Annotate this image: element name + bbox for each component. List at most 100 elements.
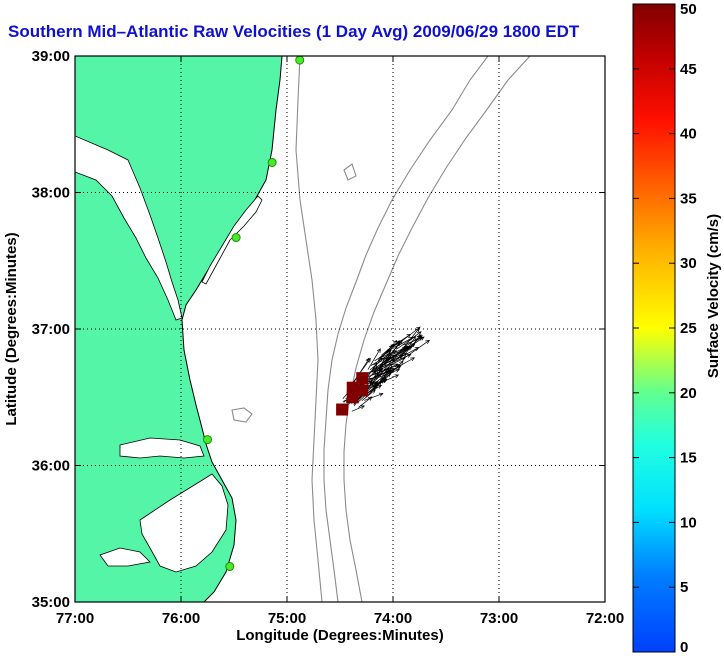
velocity-vector	[366, 367, 378, 376]
velocity-vector	[381, 346, 407, 367]
x-tick-label: 73:00	[480, 610, 518, 627]
velocity-vector	[364, 393, 383, 401]
x-tick-label: 74:00	[374, 610, 412, 627]
velocity-vector	[371, 373, 382, 385]
velocity-vector-head	[384, 369, 389, 375]
river-mouth	[99, 547, 151, 567]
velocity-vector-head	[384, 355, 389, 361]
velocity-vector-head	[367, 396, 373, 401]
colorbar-tick-label: 10	[680, 514, 697, 531]
velocity-vector-head	[418, 335, 423, 340]
velocity-vector-head	[377, 372, 382, 378]
velocity-vector	[366, 378, 387, 389]
colorbar-tick-label: 35	[680, 190, 697, 207]
radar-station-marker	[231, 233, 241, 243]
y-tick-label: 36:00	[32, 458, 70, 475]
velocity-vector	[402, 340, 430, 360]
velocity-vector-head	[373, 367, 378, 372]
velocity-vector	[361, 389, 376, 401]
y-axis-ticks: 39:00 38:00 37:00 36:00 35:00	[32, 48, 605, 611]
velocity-vector-head	[368, 377, 374, 382]
velocity-vector-head	[367, 380, 373, 385]
colorbar-tick-label: 20	[680, 385, 697, 402]
velocity-vector-head	[392, 339, 398, 345]
colorbar-label: Surface Velocity (cm/s)	[705, 214, 722, 378]
velocity-vector-head	[395, 368, 401, 373]
velocity-vector-head	[380, 379, 385, 384]
x-axis-label: Longitude (Degrees:Minutes)	[236, 627, 444, 644]
colorbar-tick-label: 40	[680, 126, 697, 143]
y-axis-label: Latitude (Degrees:Minutes)	[3, 232, 20, 425]
y-tick-label: 37:00	[32, 321, 70, 338]
velocity-vector-head	[366, 358, 371, 363]
albemarle-sound	[119, 437, 205, 459]
velocity-vector-head	[414, 347, 420, 351]
velocity-vector	[366, 369, 388, 378]
velocity-vector	[393, 347, 419, 362]
y-tick-label: 38:00	[32, 185, 70, 202]
velocity-vector	[400, 336, 425, 354]
velocity-vector-head	[390, 358, 396, 363]
y-tick-label: 35:00	[32, 594, 70, 611]
velocity-vector	[351, 405, 365, 412]
velocity-vector-head	[376, 348, 381, 353]
velocity-vector-head	[392, 350, 398, 355]
map-grid	[75, 56, 605, 602]
colorbar	[632, 3, 676, 653]
x-axis-ticks: 77:00 76:00 75:00 74:00 73:00 72:00	[56, 56, 624, 627]
bathymetry-contours	[231, 56, 531, 602]
velocity-vector-head	[417, 331, 422, 336]
velocity-vector	[379, 350, 397, 359]
velocity-vector-head	[415, 327, 420, 333]
velocity-vector	[371, 369, 400, 381]
velocity-vector-head	[382, 378, 388, 383]
colorbar-ticks: 0 5 10 15 20 25 30 35 40 45 50	[633, 1, 697, 656]
colorbar-tick-label: 5	[680, 579, 688, 596]
velocity-vector	[376, 354, 397, 380]
x-tick-label: 75:00	[268, 610, 306, 627]
velocity-vector-head	[382, 364, 388, 369]
radar-station-marker	[267, 157, 277, 167]
pamlico-sound	[139, 473, 229, 573]
velocity-vectors	[342, 326, 430, 412]
velocity-vector	[367, 348, 381, 370]
velocity-vector-head	[387, 366, 392, 372]
velocity-cell	[356, 384, 369, 397]
velocity-vector	[397, 336, 414, 347]
radar-station-marker	[203, 435, 212, 445]
y-tick-label: 39:00	[32, 48, 70, 65]
velocity-vector-head	[411, 335, 416, 341]
x-tick-label: 77:00	[56, 610, 94, 627]
colorbar-tick-label: 50	[680, 1, 697, 18]
colorbar-tick-label: 30	[680, 255, 697, 272]
velocity-vector-head	[425, 339, 430, 344]
velocity-vector-head	[406, 333, 412, 338]
radar-station-marker	[225, 562, 235, 572]
radar-stations	[203, 56, 305, 572]
velocity-vector-head	[387, 349, 392, 354]
velocity-vector-head	[373, 362, 378, 367]
colorbar-tick-label: 45	[680, 61, 697, 78]
velocity-vector-head	[410, 357, 416, 362]
chesapeake-bay	[75, 135, 183, 321]
velocity-vector-head	[378, 357, 383, 363]
velocity-vector-head	[388, 363, 394, 368]
delmarva-bay	[201, 195, 263, 285]
velocity-vector	[405, 336, 416, 352]
velocity-vector-head	[383, 368, 389, 373]
map-title: Southern Mid–Atlantic Raw Velocities (1 …	[8, 22, 580, 41]
x-tick-label: 76:00	[162, 610, 200, 627]
velocity-vector-head	[406, 353, 412, 358]
velocity-vector-head	[398, 354, 404, 359]
velocity-vector-head	[371, 385, 376, 391]
velocity-cell	[356, 372, 369, 385]
velocity-vector-head	[393, 363, 399, 368]
velocity-vector-head	[378, 392, 384, 397]
velocity-cells	[336, 372, 369, 416]
x-tick-label: 72:00	[586, 610, 624, 627]
velocity-vector-head	[394, 374, 400, 379]
colorbar-tick-label: 15	[680, 450, 697, 467]
velocity-vector-head	[360, 405, 365, 410]
velocity-vector	[396, 331, 422, 350]
